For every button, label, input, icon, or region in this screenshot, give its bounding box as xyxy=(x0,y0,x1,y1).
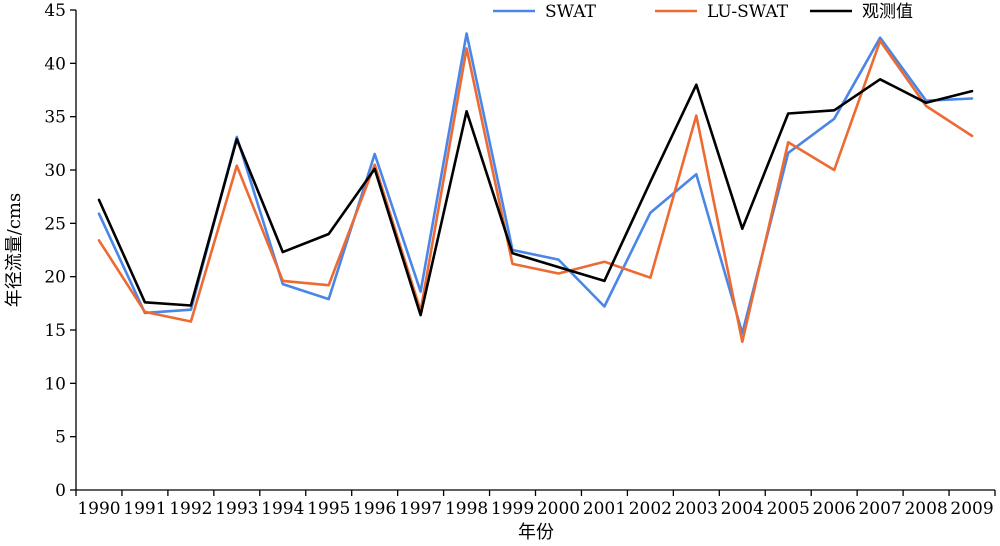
x-tick-label: 2004 xyxy=(721,499,764,519)
y-tick-label: 15 xyxy=(44,321,66,341)
y-tick-label: 35 xyxy=(44,108,66,128)
x-tick-label: 1994 xyxy=(261,499,304,519)
x-tick-label: 2006 xyxy=(813,499,856,519)
y-tick-label: 45 xyxy=(44,1,66,21)
series-line-3 xyxy=(97,78,974,317)
x-tick-label: 2008 xyxy=(904,499,947,519)
x-tick-label: 2007 xyxy=(858,499,901,519)
x-tick-label: 2005 xyxy=(767,499,810,519)
x-tick-label: 1990 xyxy=(77,499,120,519)
legend-label-2: LU-SWAT xyxy=(707,2,789,22)
y-tick-label: 30 xyxy=(44,161,66,181)
x-tick-label: 2000 xyxy=(537,499,580,519)
series-line-1 xyxy=(97,32,974,335)
x-tick-label: 1993 xyxy=(215,499,258,519)
y-tick-label: 25 xyxy=(44,214,66,234)
legend: SWAT LU-SWAT 观测值 xyxy=(493,2,913,22)
y-tick-label: 5 xyxy=(55,428,66,448)
x-tick-label: 1999 xyxy=(491,499,534,519)
legend-label-3: 观测值 xyxy=(862,2,913,22)
x-axis-title: 年份 xyxy=(518,522,554,543)
x-tick-label: 1997 xyxy=(399,499,442,519)
y-tick-label: 40 xyxy=(44,54,66,74)
y-tick-label: 0 xyxy=(55,481,66,501)
y-axis-title: 年径流量/cms xyxy=(4,193,25,307)
x-tick-label: 2002 xyxy=(629,499,672,519)
x-tick-label: 1996 xyxy=(353,499,396,519)
x-tick-label: 1992 xyxy=(169,499,212,519)
series-layer xyxy=(97,32,974,344)
y-tick-label: 10 xyxy=(44,374,66,394)
x-tick-label: 2009 xyxy=(950,499,993,519)
y-tick-label: 20 xyxy=(44,268,66,288)
series-line-2 xyxy=(97,39,974,344)
x-tick-label: 1995 xyxy=(307,499,350,519)
x-tick-label: 1998 xyxy=(445,499,488,519)
x-tick-label: 1991 xyxy=(123,499,166,519)
legend-label-1: SWAT xyxy=(545,2,597,22)
x-tick-label: 2003 xyxy=(675,499,718,519)
x-tick-label: 2001 xyxy=(583,499,626,519)
